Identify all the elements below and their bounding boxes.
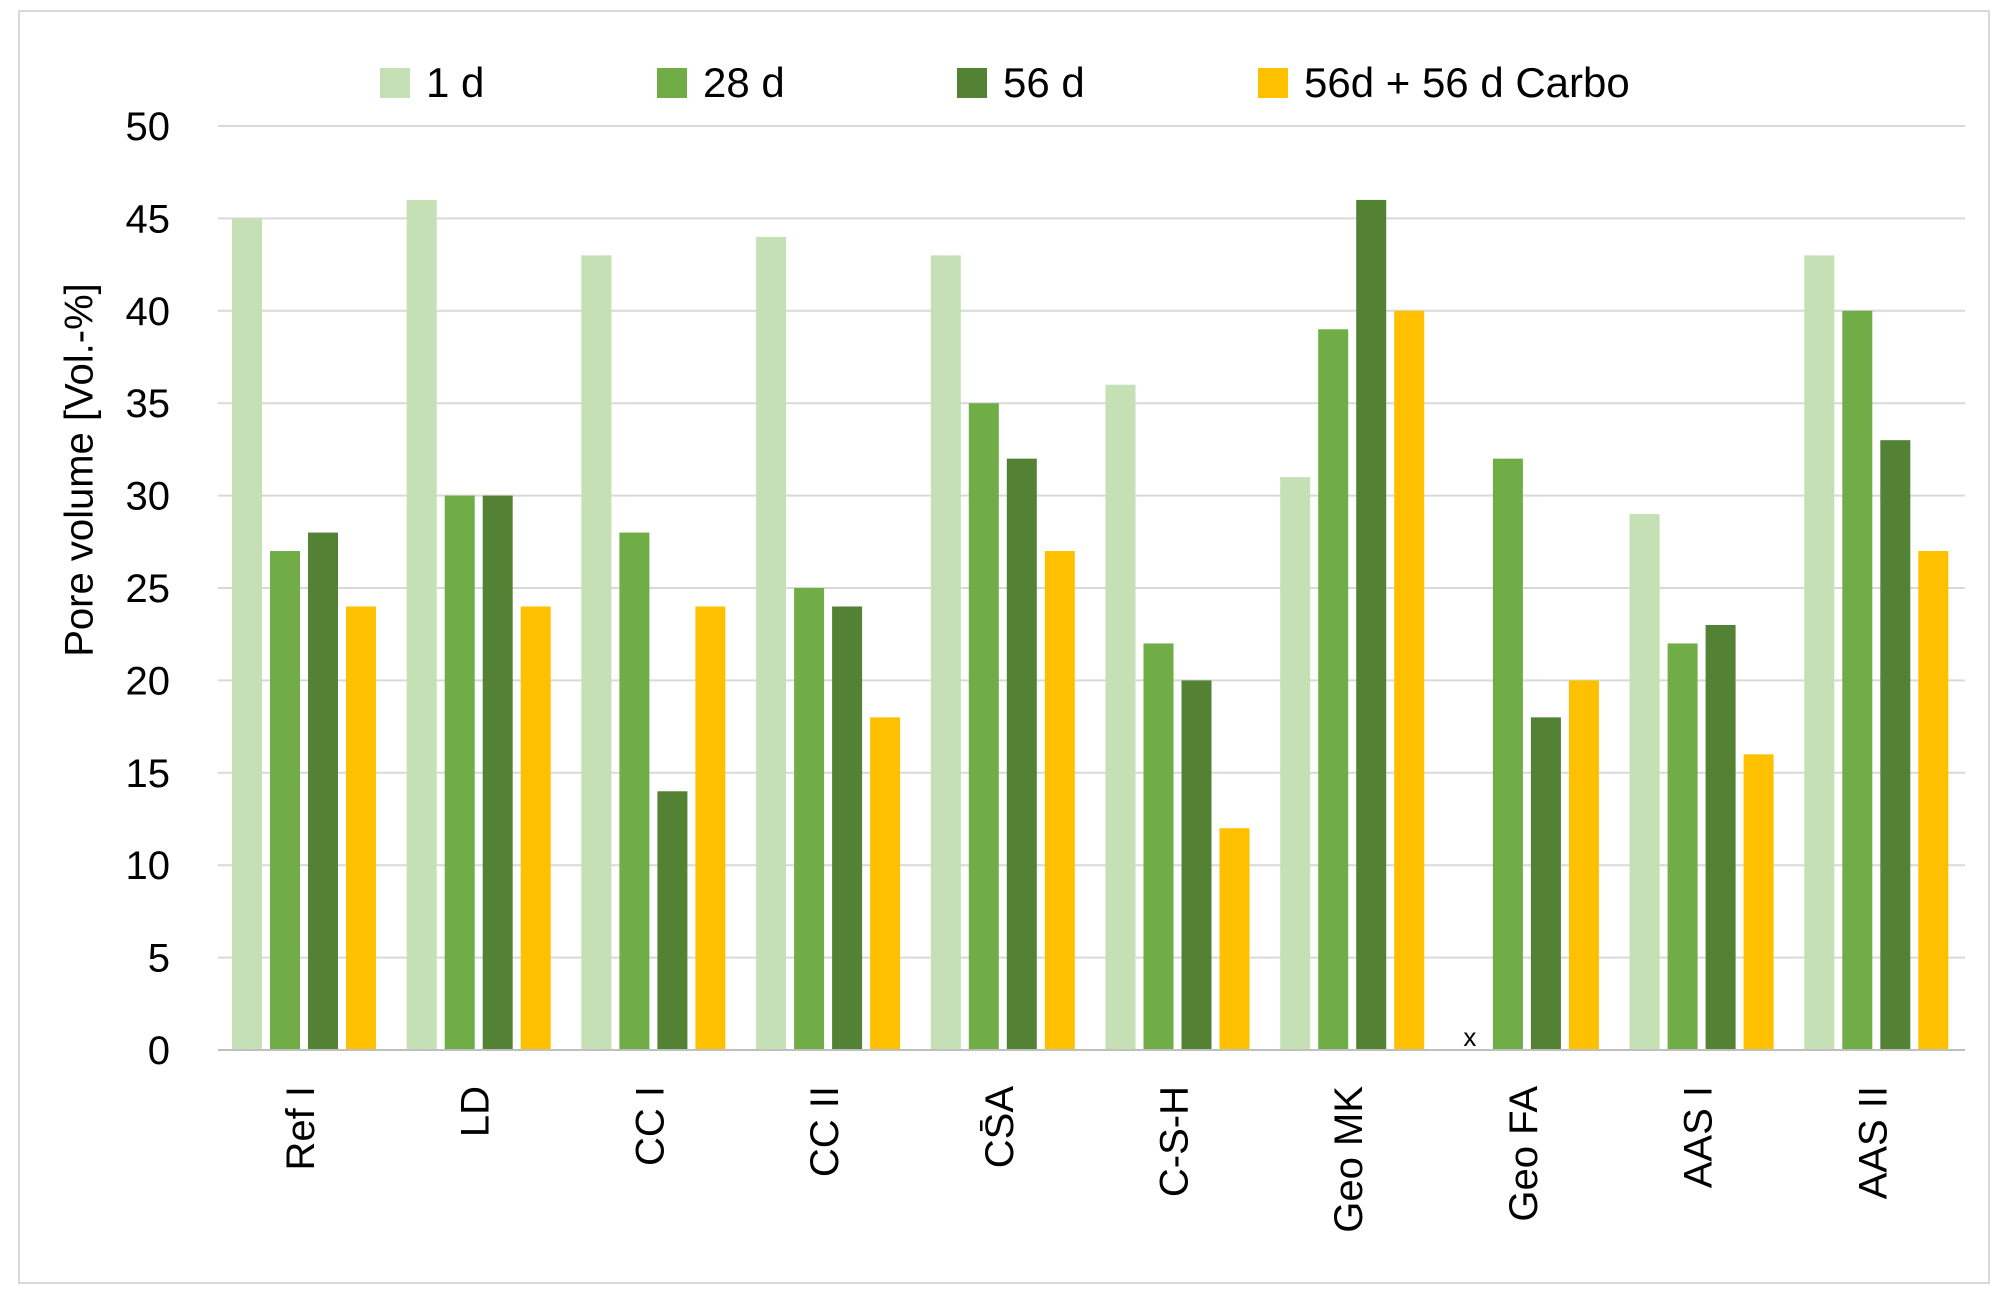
legend-label: 56 d	[1003, 59, 1085, 106]
category-label: LD	[454, 1086, 498, 1137]
bar-56-d-geo-mk	[1356, 199, 1387, 1051]
y-tick-label: 20	[126, 659, 171, 703]
y-tick-label: 40	[126, 290, 171, 334]
legend-swatch	[957, 68, 987, 98]
category-label: Geo FA	[1502, 1086, 1546, 1222]
bars	[232, 199, 1949, 1051]
category-label: CC I	[628, 1086, 672, 1166]
bar-56-d-ld	[482, 495, 513, 1051]
bar-28-d-aas-ii	[1842, 310, 1873, 1050]
category-labels: Ref I LD CC I CC II CS̄A C-S-H Geo MK Geo FA AAS…	[279, 1086, 1895, 1233]
y-axis-title: Pore volume [Vol.-%]	[58, 283, 102, 657]
category-label: AAS I	[1677, 1086, 1721, 1188]
bar-28-d-cc-ii	[794, 588, 825, 1050]
bar-56d-56-d-carbo-cs-a	[1044, 551, 1075, 1050]
bar-28-d-ref-i	[270, 551, 300, 1050]
bar-28-d-aas-i	[1667, 643, 1698, 1050]
bar-56-d-ref-i	[308, 532, 338, 1050]
y-tick-label: 35	[126, 382, 171, 426]
missing-value-marker: x	[1463, 1022, 1476, 1052]
legend-label: 56d + 56 d Carbo	[1304, 59, 1630, 106]
bar-28-d-c-s-h	[1143, 643, 1174, 1050]
y-tick-label: 30	[126, 475, 171, 519]
legend-label: 1 d	[426, 59, 484, 106]
y-tick-labels: 0 5 10 15 20 25 30 35 40 45 50	[126, 105, 171, 1073]
bar-56d-56-d-carbo-c-s-h	[1219, 828, 1250, 1050]
bar-56d-56-d-carbo-ld	[520, 606, 551, 1050]
bar-56d-56-d-carbo-aas-i	[1743, 754, 1774, 1050]
y-tick-label: 45	[126, 197, 171, 241]
legend: 1 d 28 d 56 d 56d + 56 d Carbo	[380, 59, 1630, 106]
bar-28-d-geo-mk	[1318, 329, 1349, 1050]
bar-1-d-cc-ii	[756, 236, 787, 1050]
bar-56-d-c-s-h	[1181, 680, 1212, 1050]
bar-56d-56-d-carbo-cc-i	[695, 606, 726, 1050]
chart-frame: 0 5 10 15 20 25 30 35 40 45 50 Ref I LD CC I CC II CS̄…	[18, 10, 1990, 1284]
bar-1-d-cc-i	[581, 255, 612, 1051]
category-label: Geo MK	[1327, 1086, 1371, 1233]
bar-1-d-aas-i	[1629, 514, 1660, 1050]
y-tick-label: 15	[126, 752, 171, 796]
bar-28-d-cc-i	[619, 532, 650, 1050]
y-tick-label: 10	[126, 844, 171, 888]
y-tick-label: 0	[148, 1029, 170, 1073]
bar-56-d-cs-a	[1006, 458, 1037, 1050]
y-tick-label: 25	[126, 567, 171, 611]
bar-56d-56-d-carbo-aas-ii	[1918, 551, 1949, 1050]
bar-1-d-aas-ii	[1804, 255, 1835, 1051]
bar-56d-56-d-carbo-geo-fa	[1568, 680, 1599, 1050]
legend-label: 28 d	[703, 59, 785, 106]
annotations: x	[1463, 1022, 1476, 1052]
legend-swatch	[657, 68, 687, 98]
legend-swatch	[380, 68, 410, 98]
bar-56-d-aas-i	[1705, 624, 1736, 1050]
category-label: AAS II	[1851, 1086, 1895, 1199]
bar-1-d-ref-i	[232, 218, 262, 1050]
bar-56-d-geo-fa	[1530, 717, 1561, 1050]
legend-swatch	[1258, 68, 1288, 98]
bar-56-d-aas-ii	[1880, 440, 1911, 1050]
y-tick-label: 50	[126, 105, 171, 149]
bar-56d-56-d-carbo-cc-ii	[870, 717, 901, 1050]
bar-56d-56-d-carbo-ref-i	[346, 606, 376, 1050]
bar-chart: 0 5 10 15 20 25 30 35 40 45 50 Ref I LD CC I CC II CS̄…	[58, 59, 1965, 1233]
bar-56-d-cc-ii	[832, 606, 863, 1050]
bar-1-d-ld	[406, 199, 437, 1051]
bar-56-d-cc-i	[657, 791, 688, 1050]
bar-56d-56-d-carbo-geo-mk	[1394, 310, 1425, 1050]
bar-1-d-cs-a	[930, 255, 961, 1051]
bar-1-d-c-s-h	[1105, 384, 1136, 1051]
bar-28-d-geo-fa	[1492, 458, 1523, 1050]
category-label: C-S-H	[1153, 1086, 1197, 1197]
bar-28-d-ld	[444, 495, 475, 1051]
bar-28-d-cs-a	[968, 403, 999, 1050]
bar-1-d-geo-mk	[1280, 477, 1311, 1050]
y-tick-label: 5	[148, 937, 170, 981]
category-label: Ref I	[279, 1086, 323, 1170]
category-label: CS̄A	[978, 1086, 1022, 1169]
category-label: CC II	[803, 1086, 847, 1177]
gridlines	[218, 125, 1965, 959]
